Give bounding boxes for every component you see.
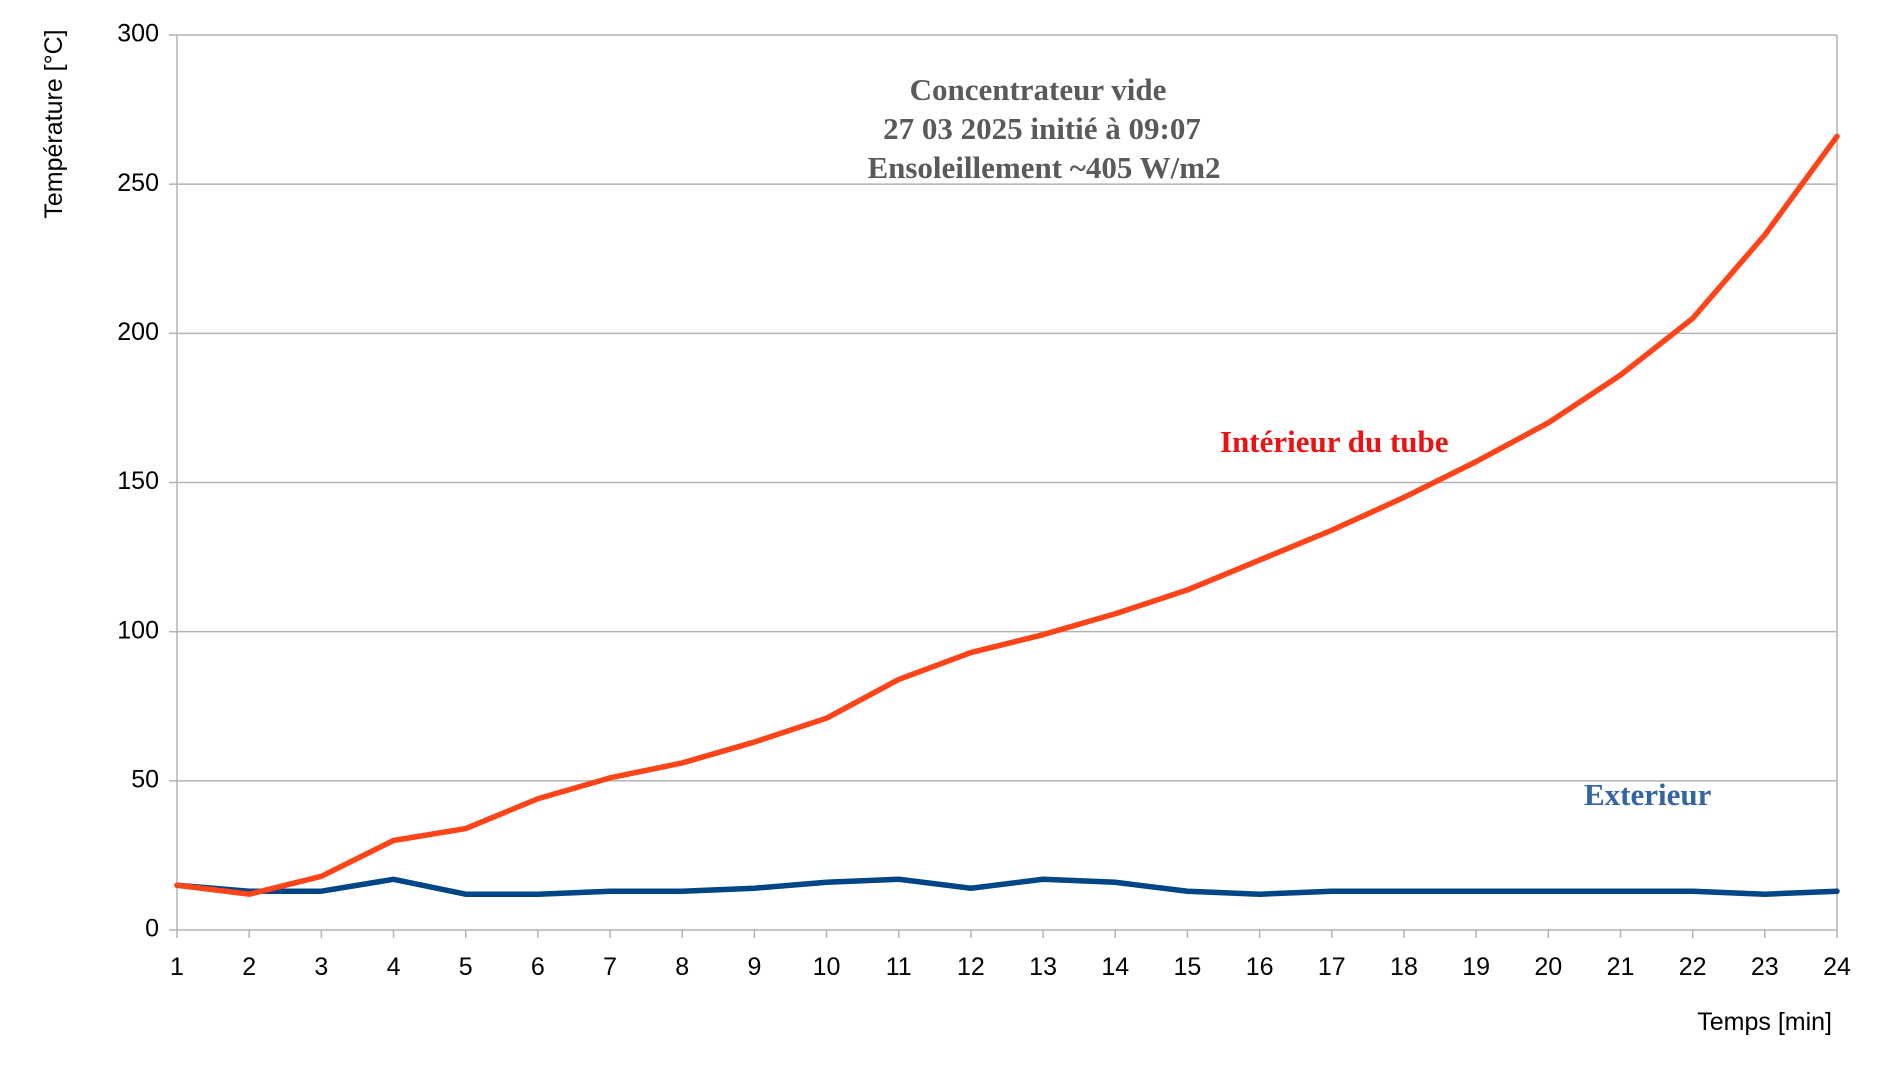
gridlines	[177, 34, 1837, 782]
series-label-interieur: Intérieur du tube	[1220, 424, 1449, 459]
x-tick-label-14: 14	[1101, 953, 1129, 981]
chart-title-line-1: Concentrateur vide	[910, 72, 1167, 107]
y-tick-label-0: 0	[145, 915, 159, 943]
series-label-exterieur: Exterieur	[1584, 777, 1712, 812]
y-axis-title: Température [°C]	[40, 29, 68, 218]
x-tick-label-5: 5	[459, 953, 473, 981]
y-axis-ticks: 0 50 100 150 200 250 300	[117, 20, 177, 943]
x-tick-label-12: 12	[957, 953, 985, 981]
x-tick-label-23: 23	[1751, 953, 1779, 981]
x-tick-label-1: 1	[170, 953, 184, 981]
series-line-interieur	[174, 133, 1840, 897]
y-tick-label-50: 50	[131, 765, 159, 793]
y-tick-label-200: 200	[117, 318, 159, 346]
x-tick-label-2: 2	[242, 953, 256, 981]
y-tick-label-250: 250	[117, 169, 159, 197]
chart-title-line-2: 27 03 2025 initié à 09:07	[883, 111, 1201, 146]
y-tick-label-300: 300	[117, 20, 159, 48]
x-tick-label-13: 13	[1029, 953, 1057, 981]
x-tick-label-7: 7	[603, 953, 617, 981]
x-tick-label-22: 22	[1679, 953, 1707, 981]
series-line-exterieur	[174, 876, 1840, 897]
x-tick-label-3: 3	[314, 953, 328, 981]
x-tick-label-4: 4	[387, 953, 401, 981]
x-tick-label-17: 17	[1318, 953, 1346, 981]
x-tick-label-21: 21	[1607, 953, 1635, 981]
y-tick-label-150: 150	[117, 467, 159, 495]
x-tick-label-18: 18	[1390, 953, 1418, 981]
chart-title-line-3: Ensoleillement ~405 W/m2	[867, 150, 1220, 185]
x-tick-label-9: 9	[747, 953, 761, 981]
x-tick-label-11: 11	[886, 953, 912, 981]
chart-title: Concentrateur vide 27 03 2025 initié à 0…	[867, 72, 1220, 185]
x-tick-label-8: 8	[675, 953, 689, 981]
x-tick-label-10: 10	[813, 953, 841, 981]
x-tick-label-20: 20	[1534, 953, 1562, 981]
x-axis-title: Temps [min]	[1697, 1008, 1832, 1036]
y-tick-label-100: 100	[117, 616, 159, 644]
x-tick-label-24: 24	[1823, 953, 1851, 981]
x-axis-ticks: 1 2 3 4 5 6 7 8 9 10 11 12 13 14 15 16 17 18 19 20 21 22 23 24	[170, 930, 1851, 981]
x-tick-label-19: 19	[1462, 953, 1490, 981]
x-tick-label-6: 6	[531, 953, 545, 981]
series-lines	[174, 133, 1840, 897]
x-tick-label-16: 16	[1246, 953, 1274, 981]
x-tick-label-15: 15	[1174, 953, 1202, 981]
